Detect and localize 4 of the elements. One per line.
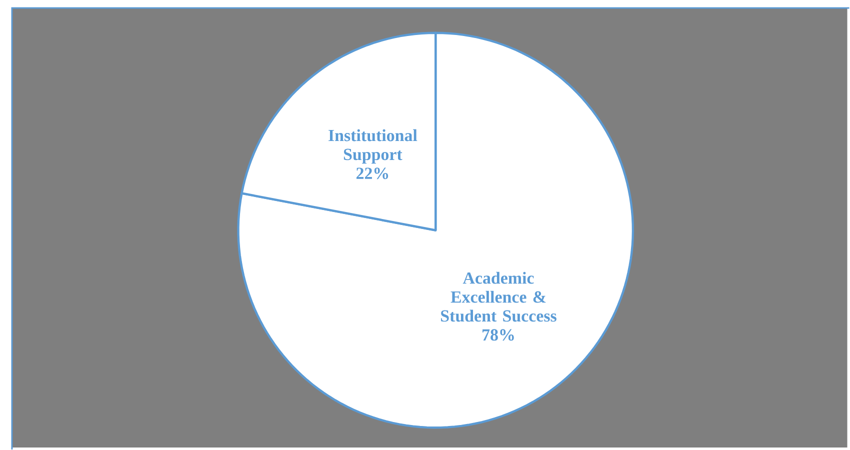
slice-label: Academic Excellence & Student Success [441, 272, 556, 322]
data-label: 78% [482, 329, 514, 341]
slice-label: Institutional Support [328, 129, 418, 164]
data-label: 22% [356, 168, 388, 179]
